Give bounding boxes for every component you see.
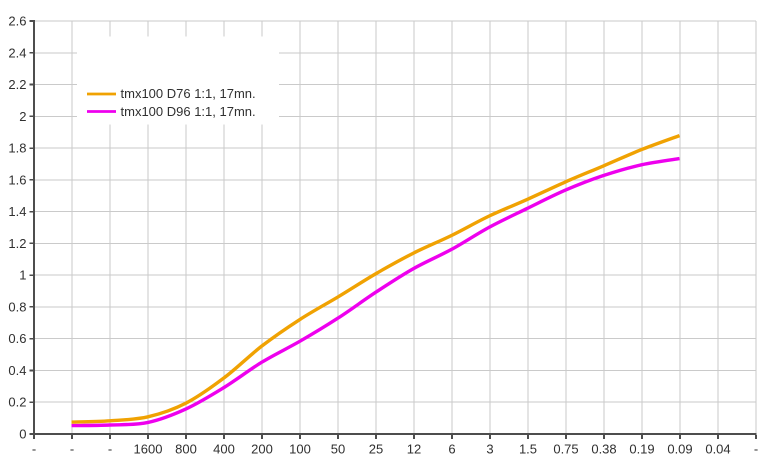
svg-text:0.09: 0.09 [667,442,692,457]
svg-text:2.2: 2.2 [8,77,26,92]
svg-text:200: 200 [251,442,273,457]
svg-text:6: 6 [448,442,455,457]
svg-text:1.8: 1.8 [8,141,26,156]
svg-text:100: 100 [289,442,311,457]
svg-text:0.8: 0.8 [8,299,26,314]
svg-text:0.38: 0.38 [591,442,616,457]
svg-text:1.6: 1.6 [8,172,26,187]
svg-text:1: 1 [19,268,26,283]
svg-text:0.4: 0.4 [8,363,26,378]
svg-text:2: 2 [19,109,26,124]
svg-text:-: - [70,442,74,457]
svg-text:0.2: 0.2 [8,395,26,410]
svg-text:2.4: 2.4 [8,45,26,60]
svg-text:0.75: 0.75 [553,442,578,457]
svg-text:0.6: 0.6 [8,331,26,346]
svg-text:tmx100 D76 1:1, 17mn.: tmx100 D76 1:1, 17mn. [121,86,256,101]
svg-text:1600: 1600 [134,442,163,457]
svg-text:400: 400 [213,442,235,457]
svg-text:0.19: 0.19 [629,442,654,457]
svg-text:12: 12 [407,442,421,457]
svg-text:-: - [108,442,112,457]
svg-text:tmx100 D96 1:1, 17mn.: tmx100 D96 1:1, 17mn. [121,104,256,119]
svg-text:0: 0 [19,427,26,442]
svg-text:0.04: 0.04 [705,442,730,457]
svg-text:1.5: 1.5 [519,442,537,457]
svg-text:3: 3 [486,442,493,457]
svg-text:800: 800 [175,442,197,457]
svg-text:1.2: 1.2 [8,236,26,251]
svg-text:-: - [32,442,36,457]
svg-text:50: 50 [331,442,345,457]
svg-text:2.6: 2.6 [8,14,26,29]
svg-text:1.4: 1.4 [8,204,26,219]
svg-text:-: - [754,442,758,457]
svg-text:25: 25 [369,442,383,457]
